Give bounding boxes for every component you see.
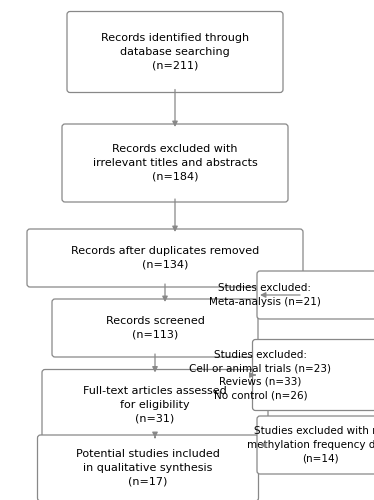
- FancyBboxPatch shape: [62, 124, 288, 202]
- FancyBboxPatch shape: [52, 299, 258, 357]
- FancyBboxPatch shape: [37, 435, 258, 500]
- FancyBboxPatch shape: [257, 416, 374, 474]
- Text: Records excluded with
irrelevant titles and abstracts
(n=184): Records excluded with irrelevant titles …: [93, 144, 257, 182]
- Text: Studies excluded:
Cell or animal trials (n=23)
Reviews (n=33)
No control (n=26): Studies excluded: Cell or animal trials …: [190, 350, 331, 401]
- Text: Records screened
(n=113): Records screened (n=113): [105, 316, 205, 340]
- Text: Records after duplicates removed
(n=134): Records after duplicates removed (n=134): [71, 246, 259, 270]
- FancyBboxPatch shape: [257, 271, 374, 319]
- Text: Potential studies included
in qualitative synthesis
(n=17): Potential studies included in qualitativ…: [76, 450, 220, 486]
- FancyBboxPatch shape: [252, 340, 374, 410]
- FancyBboxPatch shape: [42, 370, 268, 440]
- Text: Records identified through
database searching
(n=211): Records identified through database sear…: [101, 34, 249, 70]
- Text: Full-text articles assessed
for eligibility
(n=31): Full-text articles assessed for eligibil…: [83, 386, 227, 424]
- Text: Studies excluded:
Meta-analysis (n=21): Studies excluded: Meta-analysis (n=21): [209, 283, 321, 307]
- FancyBboxPatch shape: [67, 12, 283, 92]
- Text: Studies excluded with no
methylation frequency data
(n=14): Studies excluded with no methylation fre…: [247, 426, 374, 464]
- FancyBboxPatch shape: [27, 229, 303, 287]
